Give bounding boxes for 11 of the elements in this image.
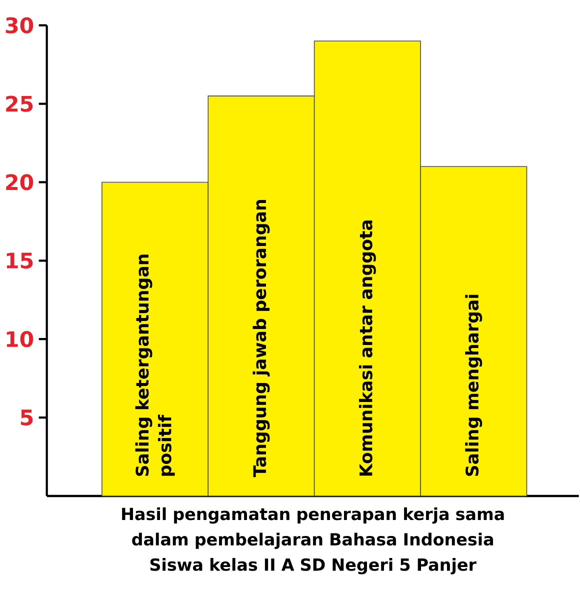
y-tick-label: 20 — [6, 174, 34, 190]
y-tick-label: 5 — [20, 410, 33, 426]
x-tick-label: Komunikasi antar anggota — [359, 220, 376, 476]
x-tick-label: Tanggung jawab perorangan — [252, 200, 270, 478]
y-tick-label: 15 — [6, 252, 33, 269]
y-tick-label: 10 — [6, 331, 34, 348]
x-axis-title: Hasil pengamatan penerapan kerja sama dalam pembelajaran Bahasa Indonesia Siswa kelas II A SD Negeri 5 Panjer — [122, 507, 504, 574]
y-tick-label: 30 — [6, 17, 34, 34]
x-tick-label: Saling ketergantungan positif — [135, 254, 175, 476]
x-tick-label: Saling menghargai — [465, 294, 482, 476]
y-tick-label: 25 — [6, 96, 33, 112]
